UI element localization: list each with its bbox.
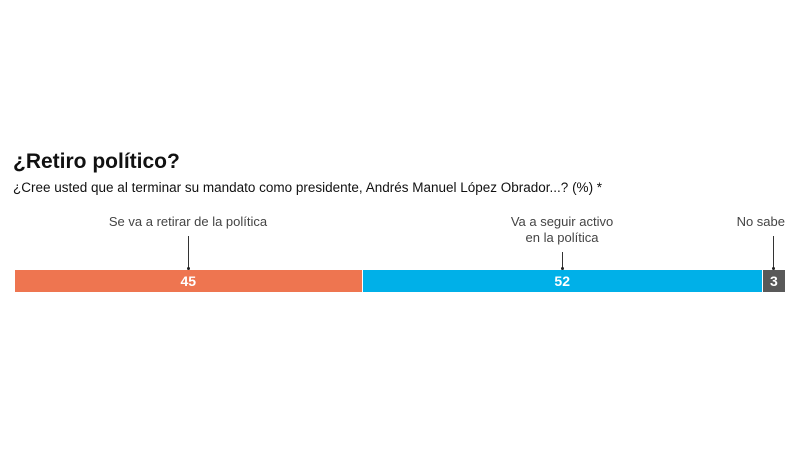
leader-line <box>188 236 189 268</box>
category-label: Va a seguir activo en la política <box>510 214 614 245</box>
data-label: 45 <box>180 273 197 289</box>
category-label: No sabe <box>736 214 785 229</box>
data-label: 52 <box>554 273 570 289</box>
data-label: 3 <box>770 273 778 289</box>
leader-dot <box>561 267 564 270</box>
leader-line <box>562 252 563 268</box>
bar-segment: 52 <box>362 270 762 292</box>
chart-subtitle: ¿Cree usted que al terminar su mandato c… <box>13 180 603 195</box>
leader-dot <box>187 267 190 270</box>
bar-segment: 3 <box>762 270 785 292</box>
stacked-bar-chart: 45 Se va a retirar de la política 52 Va a s… <box>15 210 785 300</box>
bar-segment: 45 <box>15 270 362 292</box>
leader-dot <box>772 267 775 270</box>
category-label: Se va a retirar de la política <box>108 214 268 229</box>
leader-line <box>773 236 774 268</box>
chart-title: ¿Retiro político? <box>13 150 180 173</box>
